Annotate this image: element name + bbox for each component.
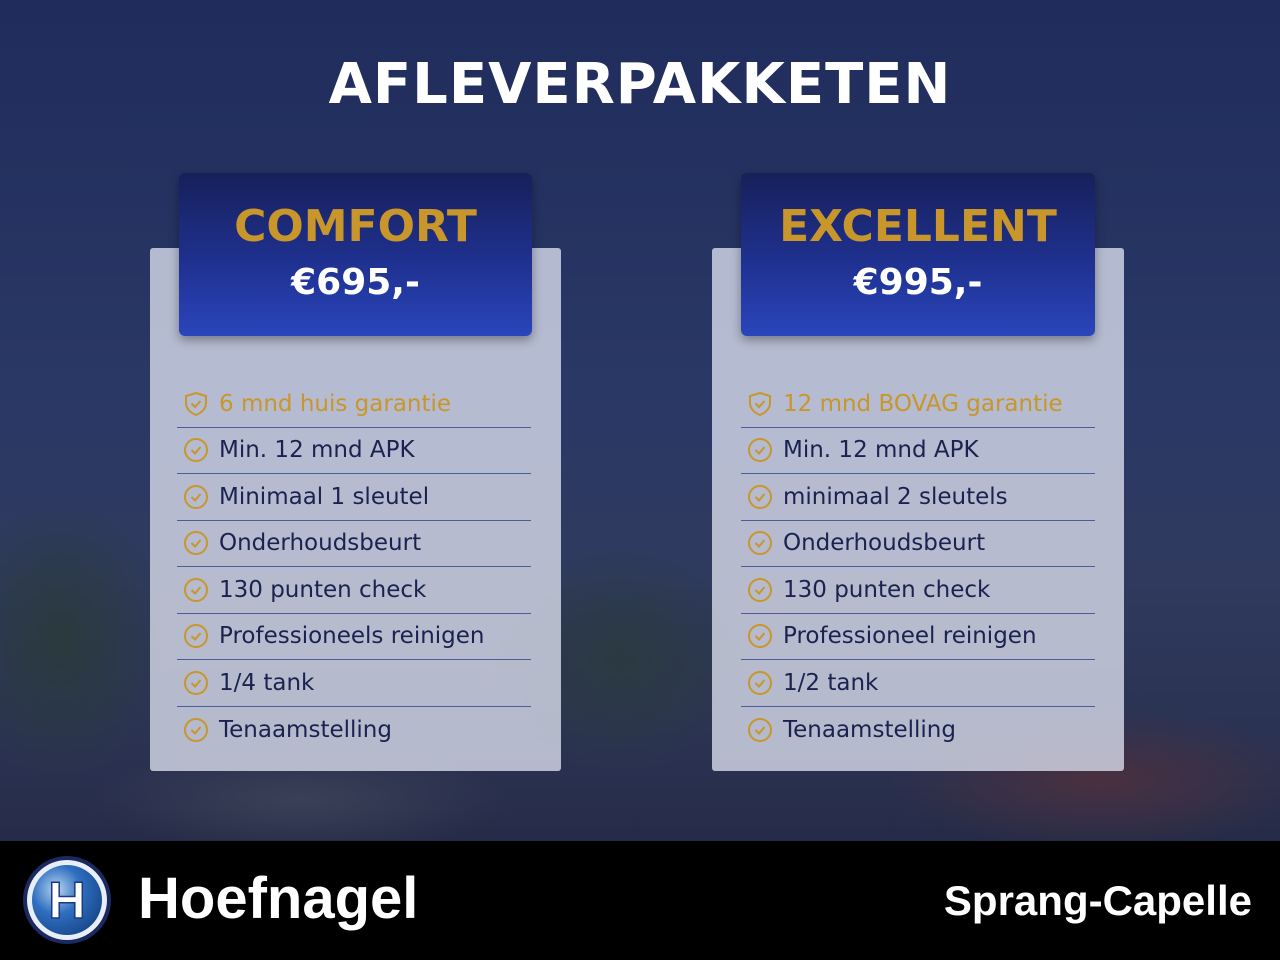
check-circle-icon [184, 624, 208, 649]
feature-label: 130 punten check [219, 576, 427, 603]
package-name: COMFORT [234, 201, 477, 252]
feature-row: Min. 12 mnd APK [741, 428, 1095, 474]
feature-row: 1/4 tank [177, 660, 531, 707]
hoefnagel-logo: H [23, 856, 111, 944]
feature-label: Onderhoudsbeurt [219, 530, 422, 557]
check-circle-icon [184, 531, 208, 556]
feature-row: 130 punten check [177, 567, 531, 614]
feature-row: 12 mnd BOVAG garantie [741, 381, 1095, 428]
shield-check-icon [185, 391, 207, 416]
package-header-excellent: EXCELLENT €995,- [741, 173, 1095, 336]
feature-row: minimaal 2 sleutels [741, 474, 1095, 521]
brand-name: Hoefnagel [138, 866, 419, 931]
page-title: AFLEVERPAKKETEN [328, 52, 952, 117]
package-price: €695,- [291, 262, 420, 303]
check-circle-icon [748, 670, 772, 695]
check-circle-icon [184, 484, 208, 509]
location: Sprang-Capelle [943, 877, 1252, 924]
feature-row: 1/2 tank [741, 660, 1095, 707]
feature-row: Tenaamstelling [177, 707, 531, 754]
feature-row: 130 punten check [741, 567, 1095, 614]
feature-label: 6 mnd huis garantie [219, 390, 452, 417]
feature-row: Minimaal 1 sleutel [177, 474, 531, 521]
feature-row: Onderhoudsbeurt [741, 521, 1095, 567]
feature-label: 1/4 tank [219, 669, 315, 696]
feature-label: Professioneels reinigen [219, 623, 485, 650]
feature-label: Tenaamstelling [783, 716, 956, 743]
feature-label: Tenaamstelling [219, 716, 392, 743]
package-price: €995,- [853, 262, 983, 303]
feature-label: minimaal 2 sleutels [783, 483, 1008, 510]
feature-label: Min. 12 mnd APK [783, 437, 979, 464]
shield-check-icon [749, 391, 771, 416]
feature-label: Onderhoudsbeurt [783, 530, 986, 557]
check-circle-icon [184, 717, 208, 742]
check-circle-icon [748, 531, 772, 556]
check-circle-icon [748, 577, 772, 602]
footer: H Hoefnagel Sprang-Capelle [0, 841, 1280, 960]
check-circle-icon [748, 624, 772, 649]
check-circle-icon [184, 438, 208, 463]
check-circle-icon [184, 670, 208, 695]
feature-row: Min. 12 mnd APK [177, 428, 531, 474]
check-circle-icon [184, 577, 208, 602]
check-circle-icon [748, 438, 772, 463]
feature-label: 1/2 tank [783, 669, 879, 696]
feature-label: Professioneel reinigen [783, 623, 1037, 650]
check-circle-icon [748, 484, 772, 509]
logo-letter: H [48, 872, 86, 930]
feature-row: Tenaamstelling [741, 707, 1095, 754]
feature-row: Onderhoudsbeurt [177, 521, 531, 567]
feature-label: Minimaal 1 sleutel [219, 483, 430, 510]
package-header-comfort: COMFORT €695,- [179, 173, 532, 336]
check-circle-icon [748, 717, 772, 742]
package-name: EXCELLENT [779, 201, 1057, 252]
feature-row: Professioneel reinigen [741, 614, 1095, 660]
feature-label: Min. 12 mnd APK [219, 437, 415, 464]
feature-label: 130 punten check [783, 576, 991, 603]
feature-label: 12 mnd BOVAG garantie [783, 390, 1063, 417]
feature-row: 6 mnd huis garantie [177, 381, 531, 428]
package-features-comfort: 6 mnd huis garantie Min. 12 mnd APK Minima… [177, 381, 531, 753]
package-features-excellent: 12 mnd BOVAG garantie Min. 12 mnd APK mini… [741, 381, 1095, 753]
feature-row: Professioneels reinigen [177, 614, 531, 660]
